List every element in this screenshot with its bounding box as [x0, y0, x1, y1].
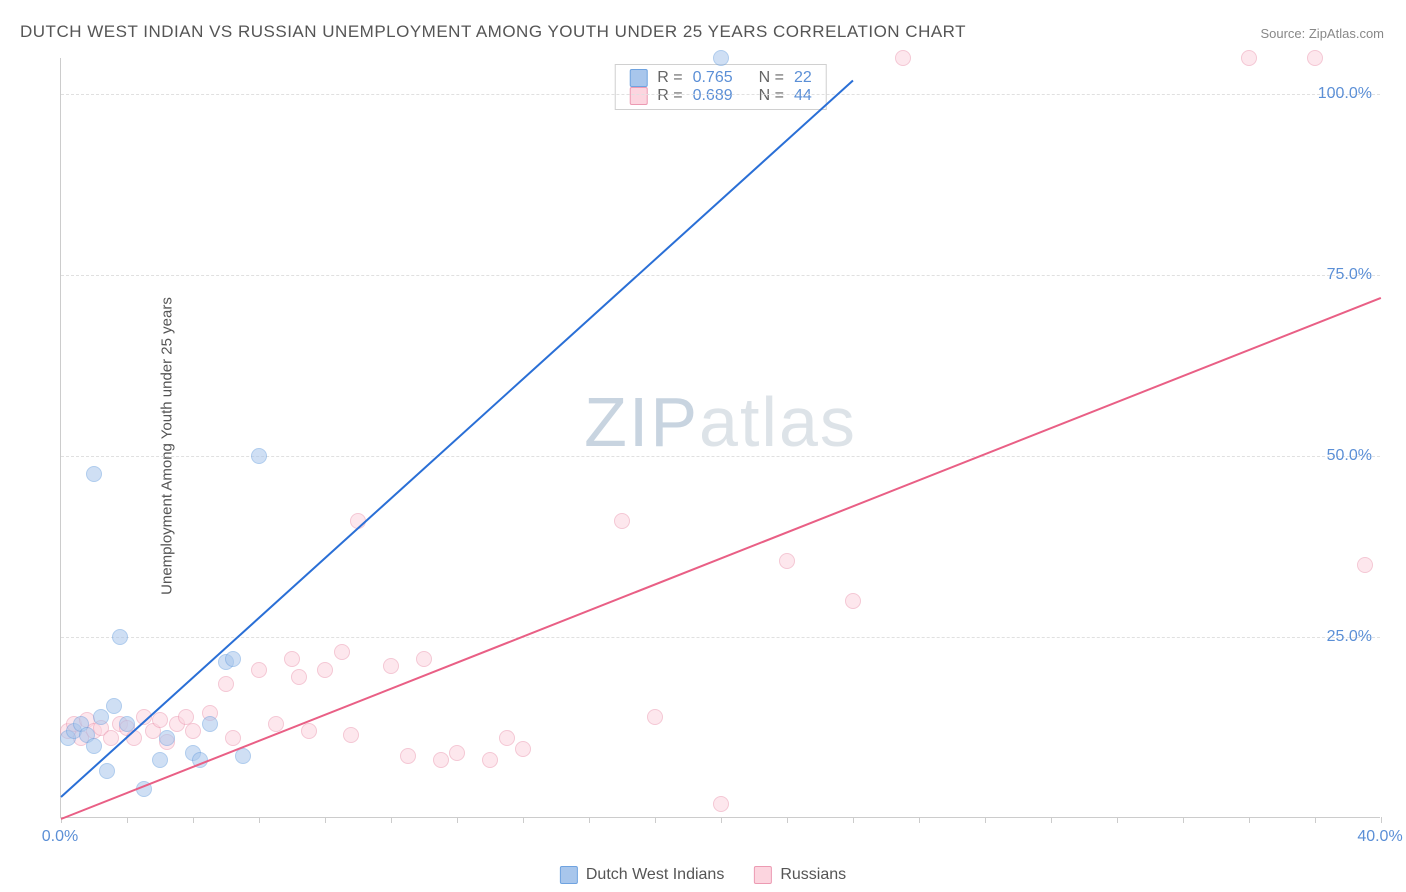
chart-container: DUTCH WEST INDIAN VS RUSSIAN UNEMPLOYMEN…: [0, 0, 1406, 892]
x-tick-mark: [391, 817, 392, 823]
data-point: [449, 745, 465, 761]
data-point: [235, 748, 251, 764]
x-tick-mark: [1315, 817, 1316, 823]
legend-item: Dutch West Indians: [560, 866, 724, 884]
swatch-icon: [754, 866, 772, 884]
y-tick-label: 100.0%: [1318, 85, 1372, 103]
data-point: [185, 723, 201, 739]
y-tick-label: 75.0%: [1327, 266, 1372, 284]
data-point: [218, 676, 234, 692]
x-tick-mark: [1249, 817, 1250, 823]
data-point: [383, 658, 399, 674]
x-tick-mark: [919, 817, 920, 823]
x-tick-mark: [1051, 817, 1052, 823]
data-point: [301, 723, 317, 739]
data-point: [317, 662, 333, 678]
y-tick-label: 25.0%: [1327, 628, 1372, 646]
swatch-icon: [629, 87, 647, 105]
data-point: [268, 716, 284, 732]
data-point: [99, 763, 115, 779]
data-point: [284, 651, 300, 667]
data-point: [159, 730, 175, 746]
x-tick-mark: [193, 817, 194, 823]
stats-row: R =0.765N =22: [629, 69, 812, 87]
x-tick-mark: [457, 817, 458, 823]
data-point: [713, 796, 729, 812]
data-point: [499, 730, 515, 746]
data-point: [202, 716, 218, 732]
x-tick-label: 40.0%: [1357, 828, 1402, 846]
x-tick-mark: [259, 817, 260, 823]
data-point: [86, 738, 102, 754]
data-point: [291, 669, 307, 685]
data-point: [126, 730, 142, 746]
data-point: [251, 662, 267, 678]
data-point: [106, 698, 122, 714]
legend: Dutch West Indians Russians: [560, 866, 846, 884]
stats-box: R =0.765N =22R =0.689N =44: [614, 64, 827, 110]
x-tick-mark: [853, 817, 854, 823]
data-point: [845, 593, 861, 609]
x-tick-mark: [1117, 817, 1118, 823]
x-tick-mark: [721, 817, 722, 823]
watermark: ZIPatlas: [584, 382, 857, 462]
x-tick-label: 0.0%: [42, 828, 78, 846]
data-point: [225, 730, 241, 746]
data-point: [1307, 50, 1323, 66]
x-tick-mark: [523, 817, 524, 823]
gridline: [61, 94, 1380, 95]
stats-row: R =0.689N =44: [629, 87, 812, 105]
data-point: [515, 741, 531, 757]
data-point: [416, 651, 432, 667]
gridline: [61, 275, 1380, 276]
x-tick-mark: [127, 817, 128, 823]
data-point: [152, 752, 168, 768]
data-point: [482, 752, 498, 768]
trendline: [61, 297, 1382, 820]
data-point: [779, 553, 795, 569]
source-label: Source: ZipAtlas.com: [1260, 26, 1384, 41]
x-tick-mark: [1183, 817, 1184, 823]
x-tick-mark: [787, 817, 788, 823]
x-tick-mark: [655, 817, 656, 823]
data-point: [1241, 50, 1257, 66]
x-tick-mark: [985, 817, 986, 823]
plot-area: ZIPatlas R =0.765N =22R =0.689N =44 25.0…: [60, 58, 1380, 818]
data-point: [614, 513, 630, 529]
legend-item: Russians: [754, 866, 846, 884]
data-point: [895, 50, 911, 66]
gridline: [61, 637, 1380, 638]
x-tick-mark: [325, 817, 326, 823]
data-point: [152, 712, 168, 728]
data-point: [400, 748, 416, 764]
data-point: [433, 752, 449, 768]
data-point: [713, 50, 729, 66]
data-point: [334, 644, 350, 660]
chart-title: DUTCH WEST INDIAN VS RUSSIAN UNEMPLOYMEN…: [20, 22, 966, 42]
swatch-icon: [629, 69, 647, 87]
data-point: [1357, 557, 1373, 573]
data-point: [343, 727, 359, 743]
data-point: [93, 709, 109, 725]
trendline: [60, 80, 853, 798]
data-point: [112, 629, 128, 645]
data-point: [251, 448, 267, 464]
y-tick-label: 50.0%: [1327, 447, 1372, 465]
x-tick-mark: [1381, 817, 1382, 823]
data-point: [86, 466, 102, 482]
x-tick-mark: [589, 817, 590, 823]
swatch-icon: [560, 866, 578, 884]
data-point: [225, 651, 241, 667]
data-point: [647, 709, 663, 725]
